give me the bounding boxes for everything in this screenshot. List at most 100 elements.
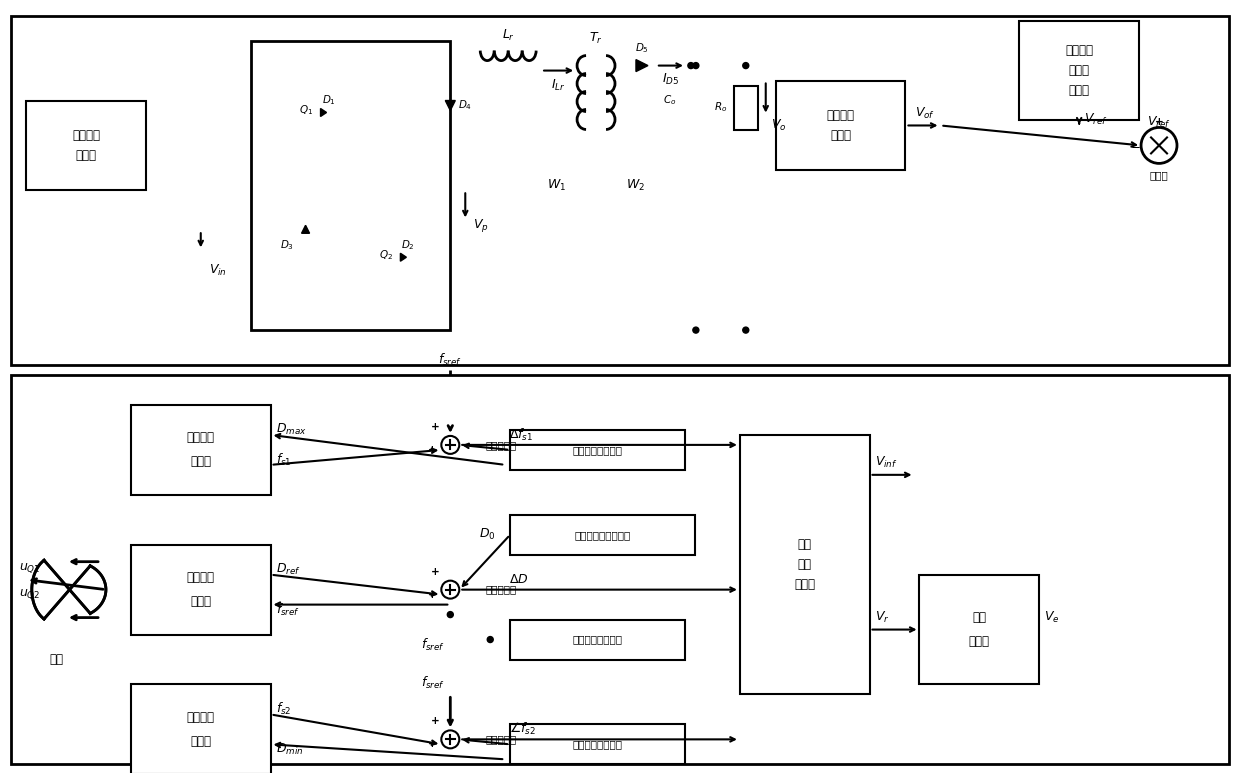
Circle shape xyxy=(1141,128,1177,163)
Text: $I_{Lr}$: $I_{Lr}$ xyxy=(551,78,565,93)
Polygon shape xyxy=(32,560,105,619)
Text: 最大调制比生成器: 最大调制比生成器 xyxy=(573,445,622,455)
Text: $C_o$: $C_o$ xyxy=(662,94,676,108)
Text: 第一变频: 第一变频 xyxy=(187,431,215,444)
Bar xyxy=(510,430,684,470)
Circle shape xyxy=(743,327,749,333)
Bar xyxy=(131,545,270,635)
Text: $V_o$: $V_o$ xyxy=(771,118,786,133)
Circle shape xyxy=(487,636,494,642)
Text: 调制器: 调制器 xyxy=(190,595,211,608)
Text: $R_o$: $R_o$ xyxy=(714,101,728,115)
Text: $D_{max}$: $D_{max}$ xyxy=(275,423,306,437)
Text: $V_{inf}$: $V_{inf}$ xyxy=(874,455,898,471)
Text: $f_{sref}$: $f_{sref}$ xyxy=(275,601,300,618)
Text: $Q_1$: $Q_1$ xyxy=(300,104,314,118)
Bar xyxy=(131,684,270,774)
Circle shape xyxy=(688,63,694,69)
Bar xyxy=(26,101,146,190)
Text: 方式: 方式 xyxy=(797,558,812,571)
Bar xyxy=(740,435,869,694)
Text: 或门: 或门 xyxy=(50,653,63,666)
Bar xyxy=(131,405,270,495)
Text: 第三加法器: 第三加法器 xyxy=(485,735,517,745)
Text: $D_5$: $D_5$ xyxy=(635,41,649,54)
Text: 最小调制比生成器: 最小调制比生成器 xyxy=(573,739,622,749)
Polygon shape xyxy=(445,101,455,111)
Text: 第一加法器: 第一加法器 xyxy=(485,440,517,450)
Polygon shape xyxy=(301,225,310,233)
Text: $V_r$: $V_r$ xyxy=(874,610,889,625)
Text: $D_1$: $D_1$ xyxy=(321,94,336,108)
Text: +: + xyxy=(1154,118,1163,128)
Text: $V_p$: $V_p$ xyxy=(474,217,489,234)
Text: $\Delta D$: $\Delta D$ xyxy=(510,574,528,586)
Bar xyxy=(510,515,694,555)
Text: 第一电压: 第一电压 xyxy=(72,129,100,142)
Text: $f_{sref}$: $f_{sref}$ xyxy=(422,636,445,652)
Text: $f_{s1}$: $f_{s1}$ xyxy=(275,452,291,468)
Text: 调制比基准值生成器: 调制比基准值生成器 xyxy=(574,529,631,539)
Text: 减法器: 减法器 xyxy=(1149,170,1168,180)
Text: +: + xyxy=(428,739,436,749)
Text: $I_{D5}$: $I_{D5}$ xyxy=(662,72,680,87)
Text: $u_{Q1}$: $u_{Q1}$ xyxy=(19,561,41,574)
Bar xyxy=(250,40,450,330)
Bar xyxy=(11,375,1229,764)
Circle shape xyxy=(743,63,749,69)
Text: 频率基准值生成器: 频率基准值生成器 xyxy=(573,635,622,645)
Text: 电压: 电压 xyxy=(972,611,986,624)
Circle shape xyxy=(441,731,459,748)
Bar xyxy=(776,80,905,170)
Text: $f_{s2}$: $f_{s2}$ xyxy=(275,701,291,717)
Text: +: + xyxy=(432,717,440,726)
Text: $f_{sref}$: $f_{sref}$ xyxy=(422,674,445,690)
Text: 第二电压: 第二电压 xyxy=(827,109,854,122)
Text: $\Delta f_{s1}$: $\Delta f_{s1}$ xyxy=(510,427,533,443)
Bar xyxy=(510,724,684,764)
Text: 传感器: 传感器 xyxy=(830,129,851,142)
Bar xyxy=(1019,21,1140,121)
Text: $D_4$: $D_4$ xyxy=(459,98,472,112)
Circle shape xyxy=(448,611,454,618)
Text: 输出电压: 输出电压 xyxy=(1065,44,1094,57)
Text: $V_{ref}$: $V_{ref}$ xyxy=(1147,115,1171,130)
Circle shape xyxy=(693,327,699,333)
Text: $D_0$: $D_0$ xyxy=(479,527,495,543)
Bar xyxy=(11,15,1229,365)
Text: 调制器: 调制器 xyxy=(190,735,211,748)
Text: 发生器: 发生器 xyxy=(1069,84,1090,97)
Text: $W_2$: $W_2$ xyxy=(626,178,645,193)
Text: 基准值: 基准值 xyxy=(1069,64,1090,77)
Text: 传感器: 传感器 xyxy=(76,149,97,162)
Text: +: + xyxy=(428,590,436,600)
Text: $V_e$: $V_e$ xyxy=(1044,610,1060,625)
Text: $V_{in}$: $V_{in}$ xyxy=(208,262,227,278)
Text: $L_r$: $L_r$ xyxy=(502,28,515,43)
Text: $W_1$: $W_1$ xyxy=(547,178,567,193)
Circle shape xyxy=(693,63,699,69)
Text: $u_{Q2}$: $u_{Q2}$ xyxy=(19,587,41,601)
Text: 调制器: 调制器 xyxy=(190,455,211,468)
Text: $D_2$: $D_2$ xyxy=(402,238,415,252)
Text: $V_{ref}$: $V_{ref}$ xyxy=(1084,112,1107,127)
Text: 第二加法器: 第二加法器 xyxy=(485,584,517,594)
Text: $Q_2$: $Q_2$ xyxy=(379,248,393,262)
Text: 第二变频: 第二变频 xyxy=(187,711,215,724)
Text: +: + xyxy=(428,445,436,455)
Text: $-$: $-$ xyxy=(1131,139,1141,152)
Text: $D_{ref}$: $D_{ref}$ xyxy=(275,562,300,577)
Text: 恒频脉宽: 恒频脉宽 xyxy=(187,571,215,584)
Text: +: + xyxy=(432,422,440,432)
Text: +: + xyxy=(432,567,440,577)
Polygon shape xyxy=(636,60,649,71)
Text: $\angle f_{s2}$: $\angle f_{s2}$ xyxy=(510,721,536,738)
Bar xyxy=(920,574,1039,684)
Circle shape xyxy=(441,436,459,454)
Text: $V_{of}$: $V_{of}$ xyxy=(915,106,935,121)
Text: $f_{sref}$: $f_{sref}$ xyxy=(438,352,463,368)
Bar xyxy=(510,619,684,659)
Text: 调节器: 调节器 xyxy=(968,635,990,648)
Text: 选择器: 选择器 xyxy=(794,578,815,591)
Polygon shape xyxy=(320,108,326,116)
